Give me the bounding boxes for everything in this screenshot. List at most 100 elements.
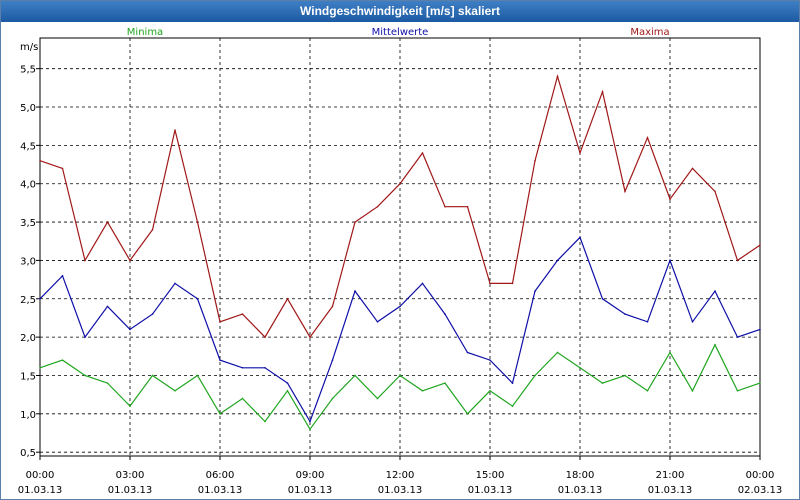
data-point-mittelwerte: [399, 305, 401, 308]
y-axis-label: m/s: [20, 42, 38, 53]
data-point-minima: [61, 359, 64, 361]
data-point-mittelwerte: [354, 290, 356, 292]
data-point-maxima: [84, 259, 86, 262]
x-tick-date: 01.03.13: [108, 485, 153, 496]
data-point-minima: [286, 390, 289, 392]
x-tick-date: 01.03.13: [18, 485, 63, 496]
x-tick-time: 03:00: [116, 470, 145, 481]
data-point-mittelwerte: [691, 320, 694, 323]
data-point-maxima: [466, 205, 469, 208]
legend-mittelwerte: Mittelwerte: [372, 27, 429, 38]
data-point-mittelwerte: [151, 313, 154, 315]
data-point-maxima: [174, 129, 176, 131]
data-point-maxima: [759, 244, 761, 246]
data-point-maxima: [39, 159, 41, 162]
data-point-mittelwerte: [624, 313, 626, 315]
data-point-mittelwerte: [646, 320, 649, 323]
x-tick-time: 15:00: [476, 470, 505, 481]
data-point-mittelwerte: [106, 305, 109, 308]
data-point-minima: [39, 366, 41, 369]
data-point-maxima: [601, 90, 604, 93]
data-point-maxima: [624, 190, 626, 193]
data-point-mittelwerte: [129, 328, 131, 331]
legend: Minima Mittelwerte Maxima: [127, 27, 670, 38]
data-point-maxima: [286, 297, 289, 300]
data-point-mittelwerte: [39, 297, 41, 300]
data-point-maxima: [714, 190, 716, 193]
data-point-minima: [759, 382, 761, 384]
data-point-maxima: [376, 205, 379, 208]
x-tick-date: 01.03.13: [288, 485, 333, 496]
data-point-maxima: [241, 313, 244, 315]
legend-minima: Minima: [127, 27, 163, 38]
data-point-mittelwerte: [736, 336, 739, 338]
y-tick-label: 4,5: [20, 141, 36, 152]
data-point-mittelwerte: [556, 259, 559, 262]
x-tick-time: 21:00: [656, 470, 685, 481]
legend-maxima: Maxima: [630, 27, 669, 38]
data-point-minima: [444, 382, 446, 384]
data-point-minima: [219, 413, 221, 415]
data-point-minima: [579, 366, 581, 369]
data-point-maxima: [444, 205, 446, 208]
data-point-maxima: [534, 159, 536, 162]
y-tick-label: 1,0: [20, 410, 36, 421]
data-point-maxima: [129, 259, 131, 262]
data-point-maxima: [151, 228, 154, 231]
data-point-mittelwerte: [309, 420, 311, 423]
data-point-mittelwerte: [219, 359, 221, 361]
y-tick-label: 2,0: [20, 333, 36, 344]
data-point-minima: [399, 374, 401, 377]
data-point-minima: [489, 390, 491, 392]
data-point-maxima: [646, 136, 649, 139]
y-tick-label: 0,5: [20, 448, 36, 459]
data-point-maxima: [61, 167, 64, 170]
data-point-minima: [84, 374, 86, 377]
x-axis: 00:00 01.03.13 03:00 01.03.13 06:00 01.03.13 0…: [18, 456, 782, 496]
data-point-mittelwerte: [511, 382, 514, 384]
data-point-maxima: [489, 282, 491, 285]
data-point-minima: [421, 390, 424, 392]
data-point-minima: [196, 374, 199, 377]
data-point-maxima: [196, 221, 199, 223]
data-point-mittelwerte: [376, 320, 379, 323]
data-point-minima: [264, 420, 266, 423]
data-point-maxima: [331, 305, 334, 308]
data-point-minima: [646, 390, 649, 392]
data-point-mittelwerte: [84, 336, 86, 338]
data-point-maxima: [219, 320, 221, 323]
x-tick-time: 12:00: [386, 470, 415, 481]
data-point-mittelwerte: [241, 366, 244, 369]
data-point-maxima: [309, 336, 311, 338]
y-tick-label: 1,5: [20, 371, 36, 382]
data-point-maxima: [736, 259, 739, 262]
data-point-minima: [736, 390, 739, 392]
data-point-maxima: [106, 221, 109, 223]
data-point-minima: [556, 351, 559, 354]
data-point-minima: [511, 405, 514, 407]
data-point-minima: [534, 374, 536, 377]
x-tick-date: 01.03.13: [468, 485, 513, 496]
data-point-maxima: [511, 282, 514, 285]
series-lines: [39, 74, 761, 431]
data-point-maxima: [421, 152, 424, 154]
data-point-mittelwerte: [534, 290, 536, 292]
data-point-mittelwerte: [759, 328, 761, 331]
x-tick-date: 01.03.13: [198, 485, 243, 496]
data-point-minima: [309, 428, 311, 430]
data-point-mittelwerte: [466, 351, 469, 354]
data-point-minima: [129, 405, 131, 407]
chart-title: Windgeschwindigkeit [m/s] skaliert: [1, 1, 799, 22]
x-tick-date: 01.03.13: [558, 485, 603, 496]
data-point-minima: [624, 374, 626, 377]
x-tick-time: 00:00: [26, 470, 55, 481]
y-axis: 0,5 1,0 1,5 2,0 2,5 3,0 3,5 4,0 4,5 5,0 5,5: [20, 65, 40, 459]
data-point-maxima: [399, 182, 401, 185]
data-point-mittelwerte: [421, 282, 424, 285]
x-tick-time: 06:00: [206, 470, 235, 481]
y-tick-label: 5,0: [20, 103, 36, 114]
x-tick-time: 18:00: [566, 470, 595, 481]
data-point-maxima: [264, 336, 266, 338]
data-point-minima: [331, 397, 334, 400]
